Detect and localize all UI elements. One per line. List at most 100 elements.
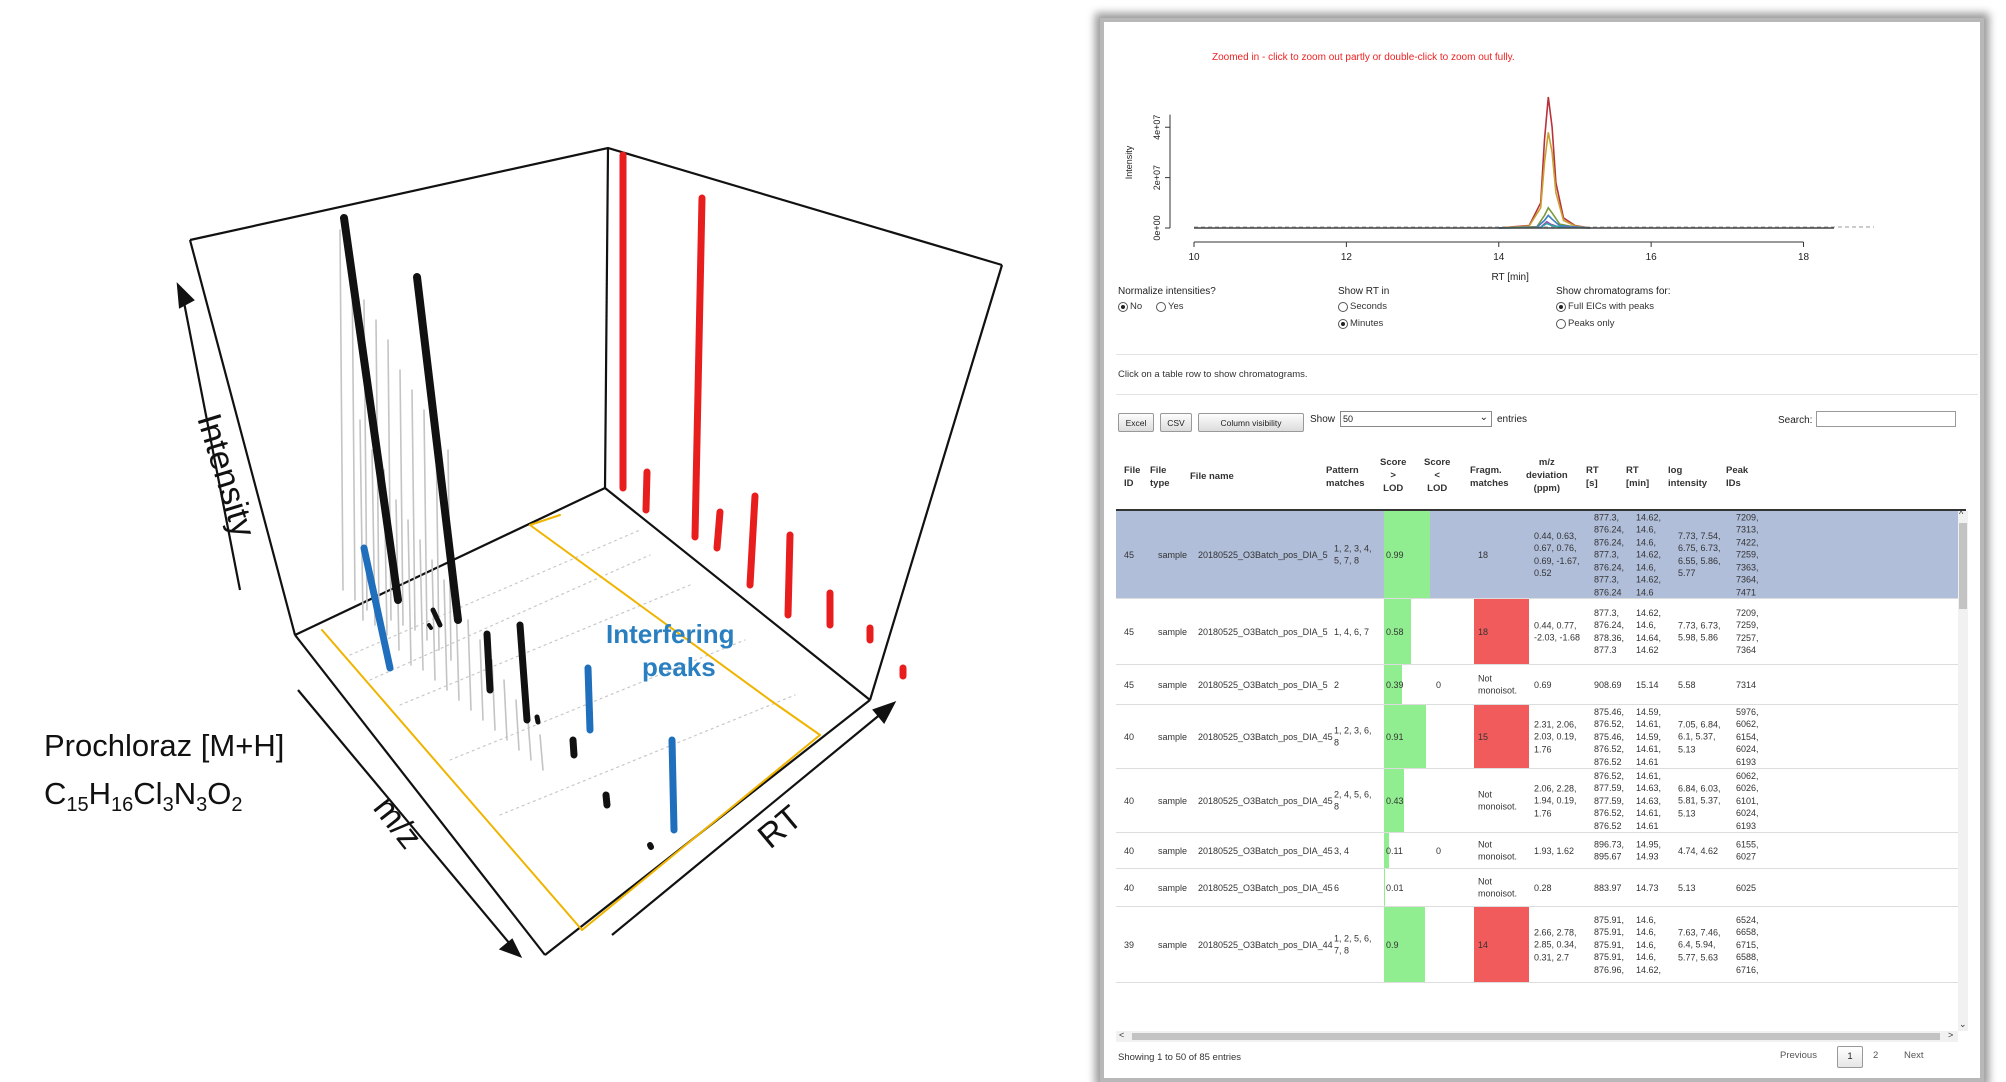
column-header-text: Fragm. xyxy=(1470,464,1509,477)
intensity-arrowhead xyxy=(178,285,193,307)
next-page-button[interactable]: Next xyxy=(1904,1046,1924,1066)
cell-line: 14.63, xyxy=(1636,794,1661,807)
column-header-file-name[interactable]: File name xyxy=(1190,470,1234,483)
horizontal-scrollbar[interactable]: < > xyxy=(1116,1031,1958,1042)
full-eics-radio[interactable] xyxy=(1556,302,1566,312)
cell-line: 6716, xyxy=(1736,963,1759,976)
normalize-no-radio[interactable] xyxy=(1118,302,1128,312)
cell-line: 7313, xyxy=(1736,523,1759,536)
cell-file-id: 40 xyxy=(1118,844,1134,857)
cell-line: 908.69 xyxy=(1594,678,1622,691)
rt-axis-arrow xyxy=(612,708,888,935)
cell-line: 0.01 xyxy=(1386,881,1404,894)
horizontal-scroll-thumb[interactable] xyxy=(1132,1033,1940,1040)
cell-file-name: 20180525_O3Batch_pos_DIA_45 xyxy=(1198,794,1333,807)
page-1-button[interactable]: 1 xyxy=(1837,1046,1863,1068)
cell-rt-s: 877.3,876.24,878.36,877.3 xyxy=(1594,607,1624,657)
column-visibility-button[interactable]: Column visibility xyxy=(1198,413,1304,432)
cell-file-type: sample xyxy=(1158,678,1187,691)
previous-page-button[interactable]: Previous xyxy=(1780,1046,1817,1066)
column-header-text: [min] xyxy=(1626,477,1649,490)
eic-x-tick-label: 14 xyxy=(1493,252,1505,263)
interfering-peak xyxy=(588,668,590,730)
cell-peak-ids: 7314 xyxy=(1736,678,1756,691)
normalize-no-option[interactable]: No xyxy=(1118,301,1142,312)
csv-button[interactable]: CSV xyxy=(1160,413,1192,432)
vertical-scroll-thumb[interactable] xyxy=(1959,523,1967,609)
cell-line: 1.76 xyxy=(1534,743,1577,756)
vertical-scrollbar[interactable]: ^ ⌄ xyxy=(1958,511,1968,1031)
cell-line: 6024, xyxy=(1736,743,1759,756)
peaks-only-option[interactable]: Peaks only xyxy=(1556,318,1614,329)
peaks-only-radio[interactable] xyxy=(1556,319,1566,329)
cell-file-name: 20180525_O3Batch_pos_DIA_45 xyxy=(1198,730,1333,743)
compound-formula: C15H16Cl3N3O2 xyxy=(44,770,284,829)
scroll-up-icon[interactable]: ^ xyxy=(1959,509,1963,519)
column-header-score-lt[interactable]: Score<LOD xyxy=(1424,456,1450,495)
column-header-text: m/z xyxy=(1526,456,1568,469)
column-header-text: File xyxy=(1124,464,1140,477)
entries-select[interactable]: 50 ⌄ xyxy=(1340,411,1492,427)
normalize-yes-option[interactable]: Yes xyxy=(1156,301,1184,312)
compound-name: Prochloraz [M+H] xyxy=(44,722,284,770)
scroll-down-icon[interactable]: ⌄ xyxy=(1959,1019,1967,1030)
rt-minutes-radio[interactable] xyxy=(1338,319,1348,329)
column-header-text: matches xyxy=(1326,477,1365,490)
cell-line: 0.58 xyxy=(1386,625,1404,638)
cell-line: 877.3 xyxy=(1594,644,1624,657)
cell-line: 0.31, 2.7 xyxy=(1534,951,1577,964)
cell-line: 14.62, xyxy=(1636,607,1661,620)
eic-y-tick-label: 0e+00 xyxy=(1152,215,1162,240)
cell-log-int: 7.63, 7.46,6.4, 5.94,5.77, 5.63 xyxy=(1678,926,1721,964)
scroll-left-icon[interactable]: < xyxy=(1119,1030,1124,1040)
cell-line: 20180525_O3Batch_pos_DIA_45 xyxy=(1198,881,1333,894)
formula-element: C xyxy=(44,776,66,811)
page-2-button[interactable]: 2 xyxy=(1873,1046,1878,1066)
cell-line: 6.55, 5.86, xyxy=(1678,555,1721,568)
cell-file-type: sample xyxy=(1158,881,1187,894)
excel-button[interactable]: Excel xyxy=(1118,413,1154,432)
cell-rt-min: 14.61,14.63,14.63,14.61,14.61 xyxy=(1636,769,1661,832)
normalize-yes-radio[interactable] xyxy=(1156,302,1166,312)
cell-line: 877.3, xyxy=(1594,573,1624,586)
search-input[interactable] xyxy=(1816,411,1956,427)
cell-line: 6715, xyxy=(1736,938,1759,951)
cell-line: 14.6, xyxy=(1636,951,1661,964)
column-header-rt-s[interactable]: RT[s] xyxy=(1586,464,1599,490)
table-info: Showing 1 to 50 of 85 entries xyxy=(1118,1052,1241,1063)
column-header-text: File name xyxy=(1190,470,1234,483)
scroll-right-icon[interactable]: > xyxy=(1948,1030,1953,1040)
column-header-text: < xyxy=(1424,469,1450,482)
full-eics-option[interactable]: Full EICs with peaks xyxy=(1556,301,1654,312)
formula-subscript: 2 xyxy=(231,794,242,816)
peaks-only-label: Peaks only xyxy=(1568,318,1614,329)
cell-line: 0.69, -1.67, xyxy=(1534,555,1580,568)
column-header-fragm[interactable]: Fragm.matches xyxy=(1470,464,1509,490)
rt-seconds-option[interactable]: Seconds xyxy=(1338,301,1387,312)
rt-seconds-radio[interactable] xyxy=(1338,302,1348,312)
column-header-score-gt[interactable]: Score>LOD xyxy=(1380,456,1406,495)
column-header-rt-min[interactable]: RT[min] xyxy=(1626,464,1649,490)
cell-pattern: 1, 4, 6, 7 xyxy=(1334,625,1369,638)
cell-line: 14.73 xyxy=(1636,881,1659,894)
cell-line: 877.3, xyxy=(1594,511,1624,523)
cell-file-id: 45 xyxy=(1118,678,1134,691)
zoom-message[interactable]: Zoomed in - click to zoom out partly or … xyxy=(1212,52,1515,63)
rt-minutes-option[interactable]: Minutes xyxy=(1338,318,1383,329)
